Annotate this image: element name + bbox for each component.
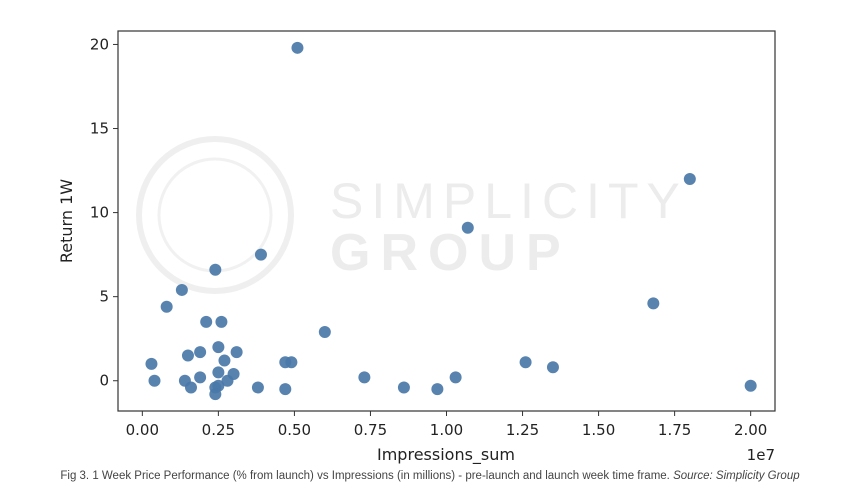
scatter-point — [209, 263, 222, 276]
scatter-point — [145, 357, 158, 370]
y-axis-label: Return 1W — [57, 179, 76, 263]
scatter-point — [318, 325, 331, 338]
caption-text: Fig 3. 1 Week Price Performance (% from … — [60, 470, 670, 482]
y-tick-label: 20 — [90, 35, 109, 53]
scatter-point — [291, 41, 304, 54]
scatter-point — [175, 283, 188, 296]
y-tick-label: 0 — [99, 372, 109, 390]
scatter-point — [212, 341, 225, 354]
scatter-point — [218, 354, 231, 367]
y-tick-label: 5 — [99, 288, 109, 306]
scatter-point — [227, 368, 240, 381]
scatter-point — [449, 371, 462, 384]
caption-source: Source: Simplicity Group — [673, 470, 800, 482]
x-tick-label: 0.75 — [354, 421, 387, 439]
y-tick-label: 15 — [90, 120, 109, 138]
scatter-point — [194, 346, 207, 359]
x-axis-ticks: 0.00 0.25 0.50 0.75 1.00 1.25 1.50 1.75 2.00 — [126, 411, 767, 439]
x-axis-label: Impressions_sum — [377, 445, 515, 465]
scatter-point — [546, 361, 559, 374]
x-tick-label: 1.25 — [506, 421, 539, 439]
y-axis-ticks: 0 5 10 15 20 — [90, 35, 118, 390]
scatter-point — [431, 383, 444, 396]
scatter-point — [212, 366, 225, 379]
scatter-point — [230, 346, 243, 359]
watermark-line1: SIMPLICITY — [330, 173, 688, 229]
scatter-point — [397, 381, 410, 394]
watermark-inner-ring — [157, 157, 273, 273]
scatter-point — [212, 379, 225, 392]
scatter-point — [358, 371, 371, 384]
scatter-point — [744, 379, 757, 392]
scatter-point — [194, 371, 207, 384]
scatter-point — [279, 383, 292, 396]
x-tick-label: 0.25 — [202, 421, 235, 439]
x-tick-label: 2.00 — [734, 421, 767, 439]
x-tick-label: 1.75 — [658, 421, 691, 439]
x-tick-label: 1.50 — [582, 421, 615, 439]
y-tick-label: 10 — [90, 204, 109, 222]
scatter-point — [215, 315, 228, 328]
scatter-point — [519, 356, 532, 369]
x-tick-label: 0.00 — [126, 421, 159, 439]
x-tick-label: 0.50 — [278, 421, 311, 439]
watermark-line2: GROUP — [330, 224, 571, 282]
scatter-point — [185, 381, 197, 394]
scatter-point — [148, 374, 161, 387]
scatter-point — [254, 248, 267, 261]
scatter-point — [683, 172, 696, 185]
scatter-chart: SIMPLICITY GROUP 0.00 0.25 0.50 0.75 1.00 1.2… — [57, 30, 776, 465]
watermark-ring — [136, 136, 294, 294]
watermark-logo: SIMPLICITY GROUP — [136, 136, 688, 294]
scatter-point — [160, 300, 173, 313]
scatter-point — [251, 381, 264, 394]
scatter-point — [647, 297, 660, 310]
scatter-point — [200, 315, 213, 328]
x-axis-offset-label: 1e7 — [747, 446, 775, 464]
x-tick-label: 1.00 — [430, 421, 463, 439]
scatter-point — [285, 356, 298, 369]
figure-caption: Fig 3. 1 Week Price Performance (% from … — [0, 470, 860, 482]
data-points — [145, 41, 757, 401]
scatter-point — [461, 221, 474, 234]
scatter-point — [181, 349, 194, 362]
